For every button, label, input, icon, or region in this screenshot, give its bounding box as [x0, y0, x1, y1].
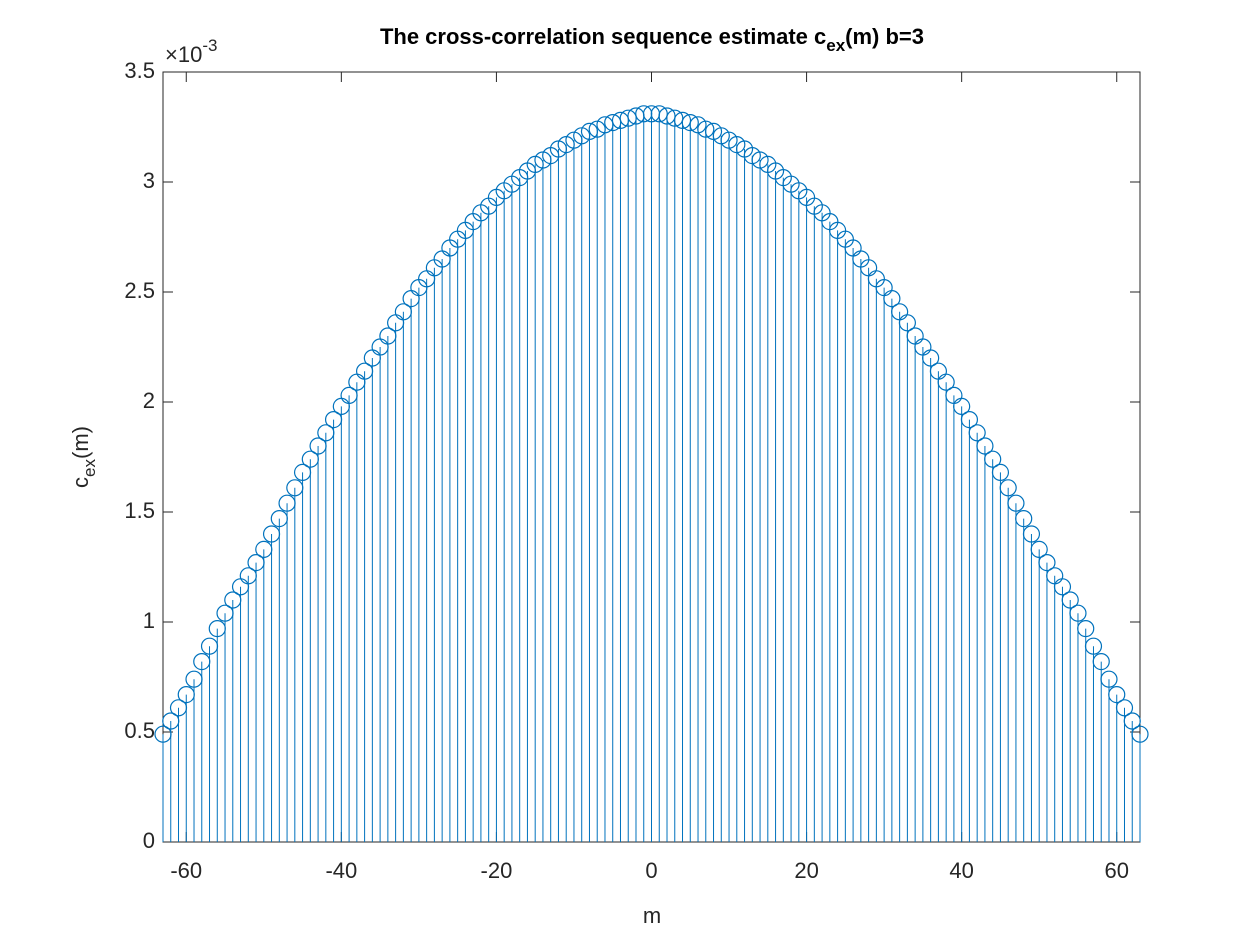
y-tick-label: 3 [143, 168, 155, 193]
ylabel-subscript: ex [80, 459, 99, 477]
x-tick-label: 60 [1104, 858, 1128, 883]
y-tick-label: 0 [143, 828, 155, 853]
stem-marker [1022, 525, 1041, 543]
y-tick-label: 0.5 [124, 718, 155, 743]
y-tick-label: 2.5 [124, 278, 155, 303]
stem-marker [658, 107, 676, 125]
y-tick-label: 3.5 [124, 58, 155, 83]
stem-marker [922, 349, 940, 367]
x-tick-label: 0 [645, 858, 657, 883]
stem-marker [697, 120, 715, 138]
stem-marker [991, 463, 1010, 481]
stem-marker [1007, 494, 1025, 512]
stem-marker [1123, 712, 1141, 730]
stem-marker [650, 105, 668, 123]
y-tick-label: 1.5 [124, 498, 155, 523]
stem-marker [999, 479, 1017, 497]
multiplier-base: ×10 [165, 42, 202, 67]
stem-marker [960, 411, 979, 429]
stem-marker [1030, 540, 1048, 559]
stem-marker [976, 437, 994, 455]
stem-marker [1061, 591, 1079, 609]
x-tick-label: -60 [170, 858, 202, 883]
y-axis-label: cex(m) [68, 426, 100, 488]
x-tick-label: 40 [949, 858, 973, 883]
stem-marker [1092, 652, 1110, 671]
stem-marker [1115, 699, 1134, 717]
y-tick-label: 2 [143, 388, 155, 413]
stem-marker [968, 424, 986, 442]
stem-marker [984, 450, 1002, 468]
stem-marker [673, 111, 692, 130]
stem-marker [1069, 604, 1087, 622]
y-multiplier: ×10-3 [165, 36, 217, 66]
x-tick-label: -40 [325, 858, 357, 883]
stem-marker [883, 290, 901, 308]
stem-marker [937, 373, 955, 391]
stem-marker [1084, 637, 1103, 655]
x-axis-label: m [643, 903, 661, 928]
title-text-end: (m) b=3 [845, 24, 924, 49]
ylabel-text-end: (m) [68, 426, 93, 459]
x-tick-label: -20 [481, 858, 513, 883]
stem-marker [1038, 553, 1056, 572]
stem-marker [1077, 619, 1095, 638]
stem-marker [1053, 578, 1072, 596]
stem-marker [1131, 725, 1149, 743]
stem-marker [666, 109, 684, 127]
title-text: The cross-correlation sequence estimate … [380, 24, 826, 49]
multiplier-exponent: -3 [202, 36, 217, 55]
stem-marker [1108, 685, 1126, 704]
x-tick-label: 20 [794, 858, 818, 883]
stem-marker [681, 113, 699, 132]
title-subscript: ex [826, 36, 845, 55]
y-tick-label: 1 [143, 608, 155, 633]
stem-marker [1100, 670, 1118, 688]
ylabel-text: c [68, 477, 93, 488]
stem-marker [953, 397, 971, 415]
stem-marker [898, 314, 916, 332]
stem-marker [1015, 509, 1033, 528]
chart-title: The cross-correlation sequence estimate … [380, 24, 924, 56]
